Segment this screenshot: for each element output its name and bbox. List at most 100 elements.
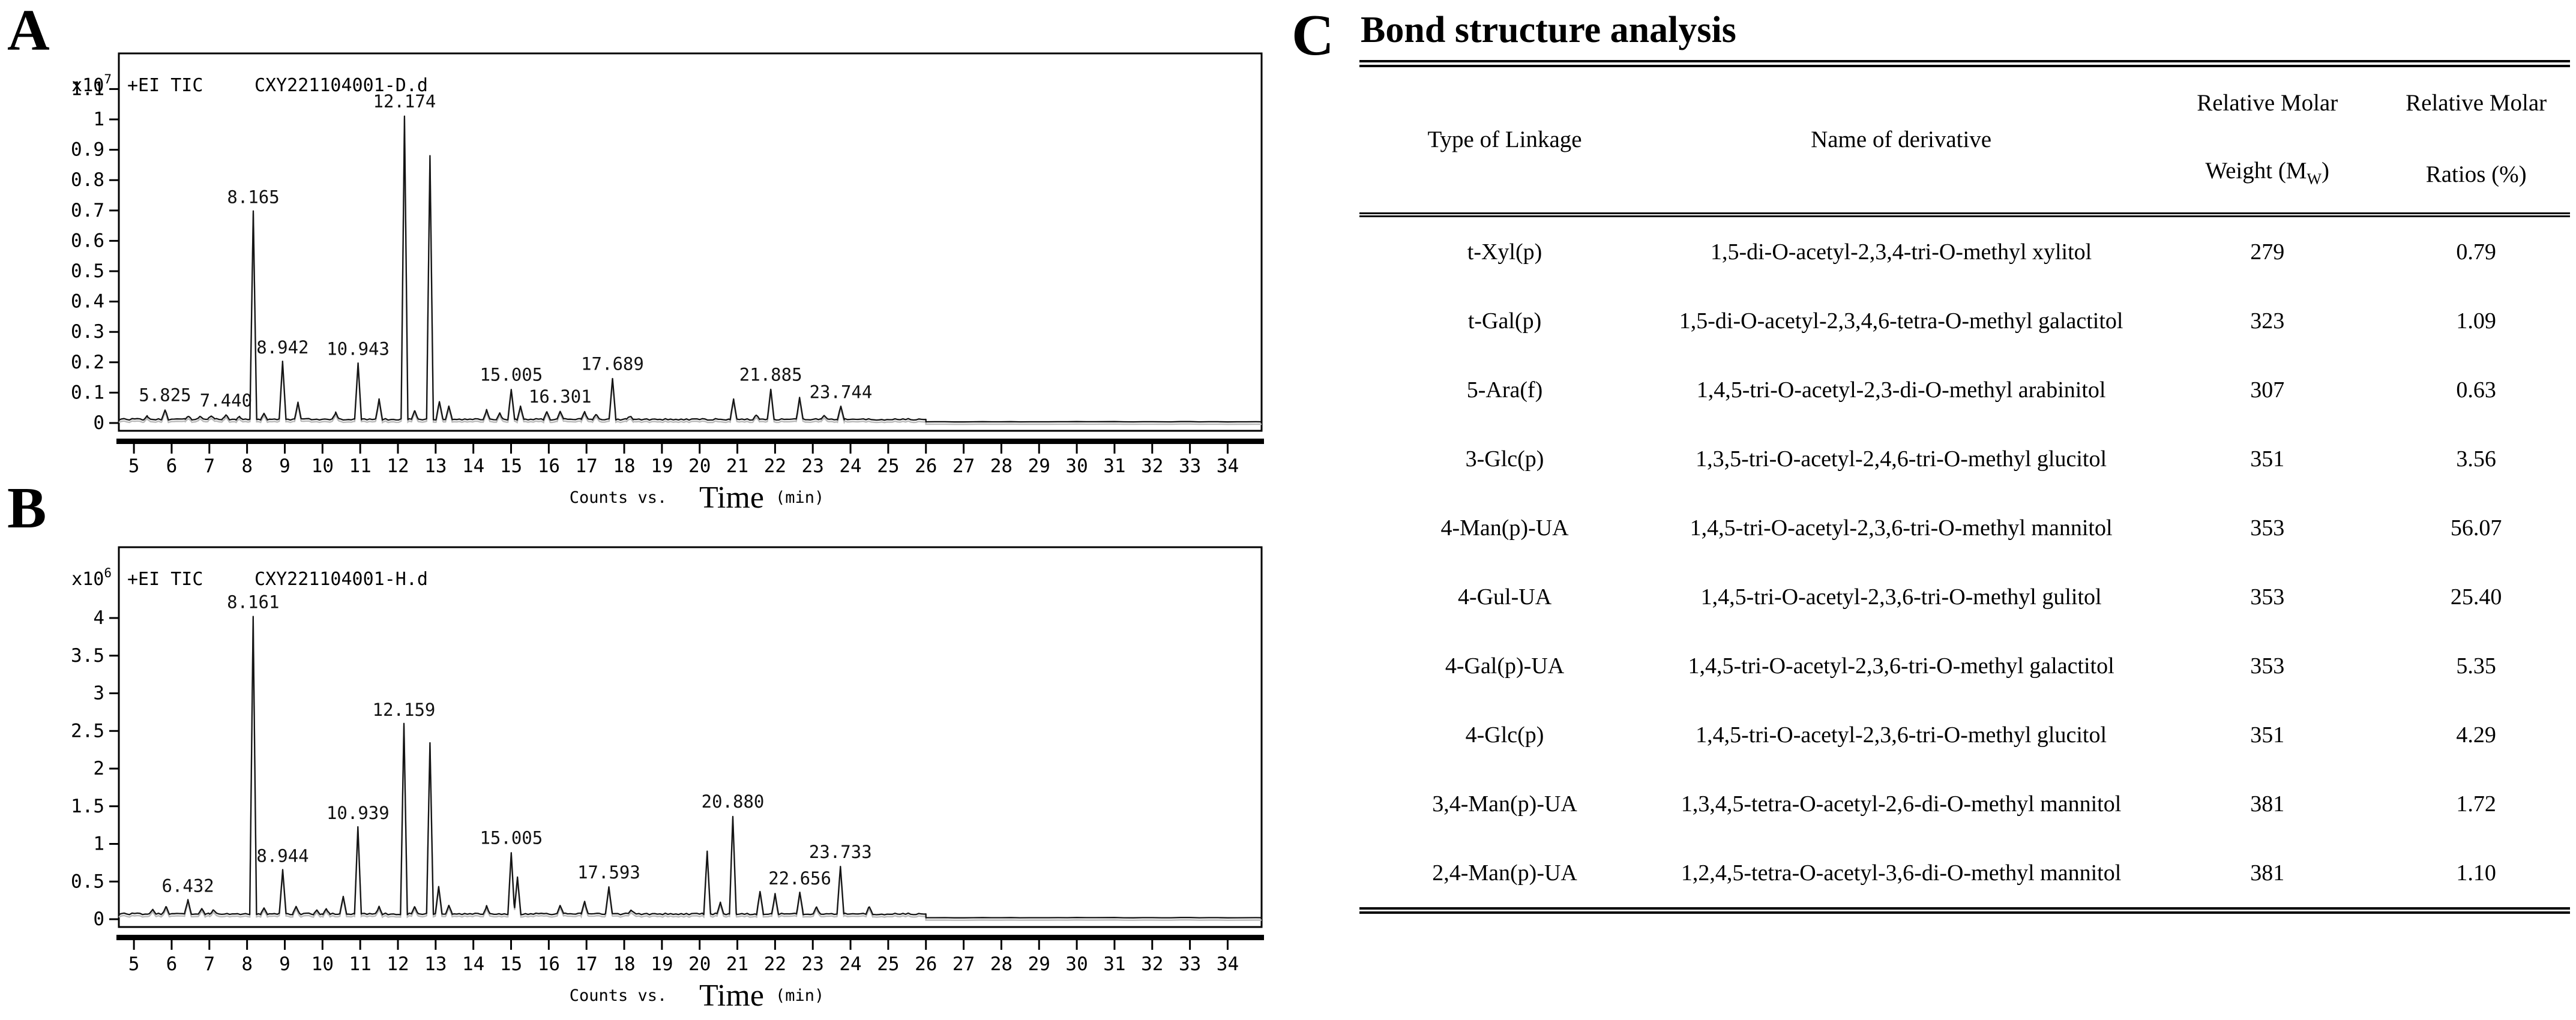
cell-linkage: 3-Glc(p) bbox=[1465, 446, 1544, 472]
svg-text:0.5: 0.5 bbox=[71, 260, 104, 282]
table-title: Bond structure analysis bbox=[1361, 10, 1736, 50]
cell-ratio: 1.09 bbox=[2456, 308, 2496, 334]
svg-text:14: 14 bbox=[462, 455, 484, 477]
cell-linkage: 4-Gul-UA bbox=[1457, 584, 1552, 610]
svg-text:25: 25 bbox=[877, 455, 899, 477]
peak-label: 8.944 bbox=[256, 845, 308, 866]
svg-text:17: 17 bbox=[576, 455, 598, 477]
svg-text:19: 19 bbox=[651, 953, 673, 975]
table-row: 4-Gul-UA 1,4,5-tri-O-acetyl-2,3,6-tri-O-… bbox=[1359, 562, 2570, 631]
svg-text:21: 21 bbox=[726, 455, 748, 477]
svg-text:30: 30 bbox=[1065, 455, 1088, 477]
table-row: t-Xyl(p) 1,5-di-O-acetyl-2,3,4-tri-O-met… bbox=[1359, 217, 2570, 286]
svg-text:33: 33 bbox=[1179, 455, 1201, 477]
svg-text:Time: Time bbox=[699, 481, 764, 515]
svg-text:26: 26 bbox=[915, 455, 937, 477]
cell-derivative: 1,3,4,5-tetra-O-acetyl-2,6-di-O-methyl m… bbox=[1681, 791, 2122, 817]
table-row: 4-Glc(p) 1,4,5-tri-O-acetyl-2,3,6-tri-O-… bbox=[1359, 700, 2570, 769]
svg-text:(min): (min) bbox=[775, 986, 824, 1005]
cell-weight: 279 bbox=[2250, 239, 2285, 265]
cell-linkage: 4-Gal(p)-UA bbox=[1445, 653, 1565, 679]
peak-label: 8.165 bbox=[227, 187, 279, 207]
peak-label: 5.825 bbox=[139, 385, 191, 406]
peak-label: 10.943 bbox=[327, 338, 390, 359]
cell-weight: 323 bbox=[2250, 308, 2285, 334]
svg-text:2: 2 bbox=[93, 758, 104, 779]
svg-text:3.5: 3.5 bbox=[71, 645, 104, 667]
svg-text:28: 28 bbox=[990, 455, 1013, 477]
peak-label: 8.942 bbox=[256, 337, 308, 358]
cell-linkage: 5-Ara(f) bbox=[1466, 377, 1543, 403]
table-bottom-rule bbox=[1359, 907, 2570, 914]
cell-ratio: 1.72 bbox=[2456, 791, 2496, 817]
panel-a-label: A bbox=[7, 0, 50, 63]
svg-text:0.2: 0.2 bbox=[71, 352, 104, 373]
svg-text:16: 16 bbox=[538, 455, 560, 477]
svg-text:Counts vs.: Counts vs. bbox=[570, 986, 667, 1005]
peak-label: 10.939 bbox=[327, 803, 390, 823]
cell-weight: 351 bbox=[2250, 722, 2285, 748]
cell-weight: 351 bbox=[2250, 446, 2285, 472]
svg-text:26: 26 bbox=[915, 953, 937, 975]
cell-weight: 381 bbox=[2250, 860, 2285, 886]
cell-weight: 353 bbox=[2250, 584, 2285, 610]
svg-text:23: 23 bbox=[802, 455, 824, 477]
svg-text:0.1: 0.1 bbox=[71, 382, 104, 403]
svg-text:17: 17 bbox=[576, 953, 598, 975]
cell-derivative: 1,4,5-tri-O-acetyl-2,3,6-tri-O-methyl gl… bbox=[1696, 722, 2107, 748]
cell-weight: 307 bbox=[2250, 377, 2285, 403]
svg-text:19: 19 bbox=[651, 455, 673, 477]
peak-label: 12.159 bbox=[373, 700, 436, 720]
peak-label: 12.174 bbox=[373, 91, 436, 112]
cell-weight: 381 bbox=[2250, 791, 2285, 817]
svg-text:4: 4 bbox=[93, 607, 104, 629]
svg-text:22: 22 bbox=[764, 953, 786, 975]
svg-text:x106: x106 bbox=[71, 566, 112, 590]
cell-ratio: 25.40 bbox=[2450, 584, 2502, 610]
svg-text:27: 27 bbox=[952, 455, 975, 477]
peak-label: 16.301 bbox=[529, 386, 592, 407]
peak-label: 17.593 bbox=[577, 862, 640, 883]
svg-text:2.5: 2.5 bbox=[71, 720, 104, 742]
peak-label: 8.161 bbox=[227, 592, 279, 612]
svg-text:12: 12 bbox=[387, 455, 409, 477]
svg-text:10: 10 bbox=[311, 455, 334, 477]
table-row: 3-Glc(p) 1,3,5-tri-O-acetyl-2,4,6-tri-O-… bbox=[1359, 424, 2570, 493]
svg-text:Time: Time bbox=[699, 979, 764, 1013]
svg-text:25: 25 bbox=[877, 953, 899, 975]
svg-text:1: 1 bbox=[93, 833, 104, 855]
peak-label: 7.440 bbox=[200, 390, 252, 410]
svg-text:8: 8 bbox=[241, 455, 253, 477]
chromatogram-b: x106 +EI TIC CXY221104001-H.d 0 0.5 1 1.5 2 2.5 3… bbox=[71, 546, 1264, 1013]
svg-text:10: 10 bbox=[311, 953, 334, 975]
cell-weight: 353 bbox=[2250, 515, 2285, 541]
svg-text:0.8: 0.8 bbox=[71, 169, 104, 191]
cell-ratio: 56.07 bbox=[2450, 515, 2502, 541]
svg-text:5: 5 bbox=[128, 455, 140, 477]
svg-text:18: 18 bbox=[613, 953, 635, 975]
svg-text:14: 14 bbox=[462, 953, 484, 975]
cell-linkage: 4-Man(p)-UA bbox=[1440, 515, 1569, 541]
svg-text:0.4: 0.4 bbox=[71, 291, 104, 313]
table-body: t-Xyl(p) 1,5-di-O-acetyl-2,3,4-tri-O-met… bbox=[1359, 217, 2570, 907]
table-header-row: Type of Linkage Name of derivative Relat… bbox=[1359, 67, 2570, 212]
cell-derivative: 1,5-di-O-acetyl-2,3,4,6-tetra-O-methyl g… bbox=[1679, 308, 2123, 334]
svg-text:7: 7 bbox=[203, 455, 215, 477]
cell-derivative: 1,4,5-tri-O-acetyl-2,3,6-tri-O-methyl ga… bbox=[1688, 653, 2114, 679]
svg-text:16: 16 bbox=[538, 953, 560, 975]
svg-text:24: 24 bbox=[839, 953, 861, 975]
table-row: 2,4-Man(p)-UA 1,2,4,5-tetra-O-acetyl-3,6… bbox=[1359, 838, 2570, 907]
svg-text:20: 20 bbox=[688, 953, 711, 975]
table-row: 5-Ara(f) 1,4,5-tri-O-acetyl-2,3-di-O-met… bbox=[1359, 355, 2570, 424]
svg-text:+EI TIC: +EI TIC bbox=[127, 569, 203, 590]
cell-derivative: 1,4,5-tri-O-acetyl-2,3,6-tri-O-methyl gu… bbox=[1700, 584, 2102, 610]
svg-text:12: 12 bbox=[387, 953, 409, 975]
svg-text:+EI TIC: +EI TIC bbox=[127, 75, 203, 96]
svg-text:CXY221104001-D.d: CXY221104001-D.d bbox=[254, 75, 428, 96]
table-row: 3,4-Man(p)-UA 1,3,4,5-tetra-O-acetyl-2,6… bbox=[1359, 769, 2570, 838]
peak-label: 15.005 bbox=[480, 364, 543, 385]
svg-text:7: 7 bbox=[203, 953, 215, 975]
svg-text:24: 24 bbox=[839, 455, 861, 477]
cell-derivative: 1,4,5-tri-O-acetyl-2,3-di-O-methyl arabi… bbox=[1696, 377, 2106, 403]
